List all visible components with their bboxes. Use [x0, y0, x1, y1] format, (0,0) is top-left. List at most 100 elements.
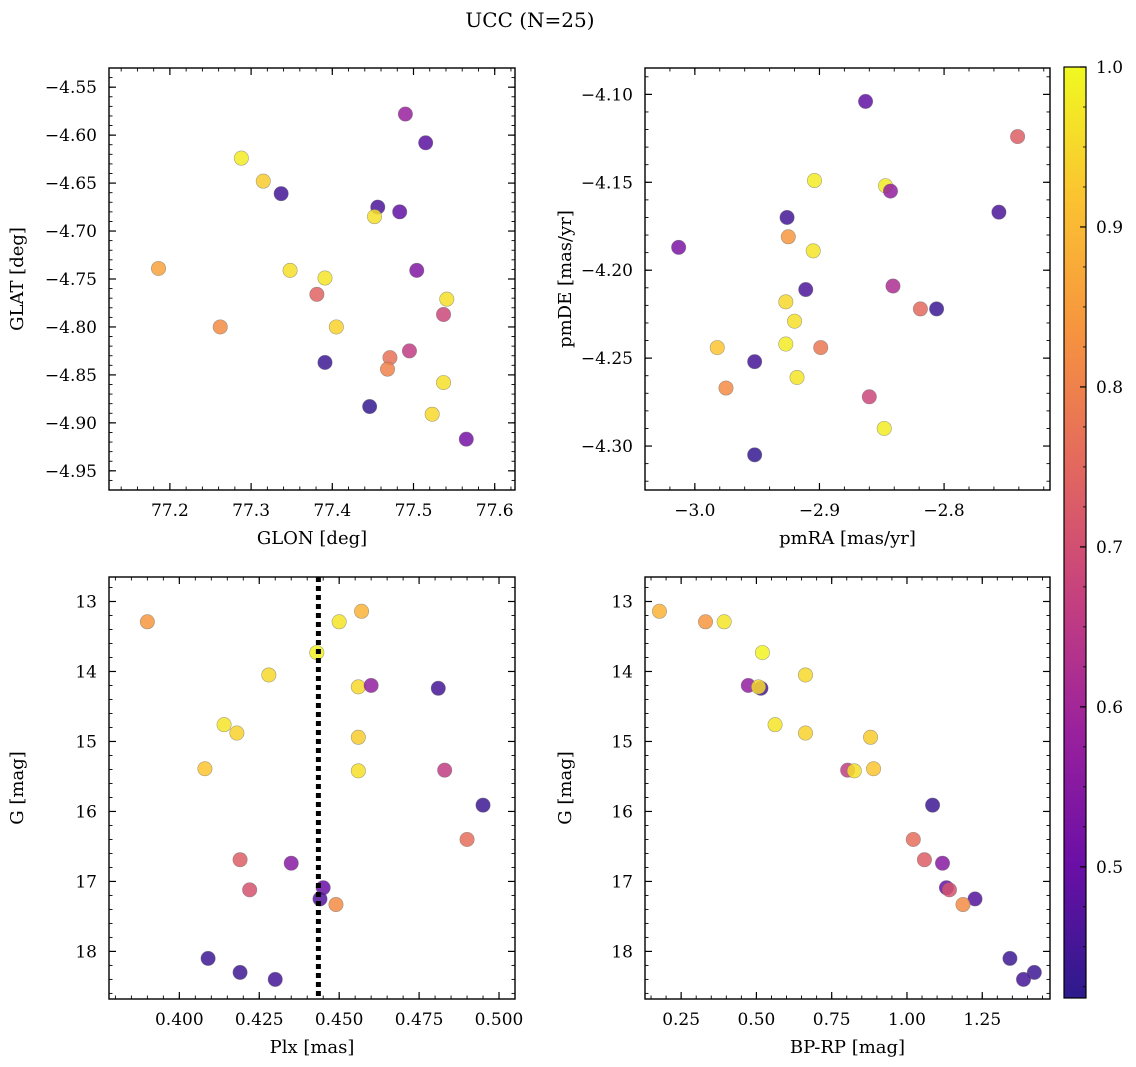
data-point [317, 354, 333, 370]
data-point [151, 260, 167, 276]
data-point [916, 852, 932, 868]
data-point [1015, 971, 1031, 987]
y-tick-label: 17 [611, 872, 633, 892]
x-tick-label: 77.5 [395, 501, 433, 521]
data-point [751, 679, 767, 695]
data-point [242, 882, 258, 898]
colorbar-gradient [1064, 67, 1086, 998]
x-axis-label: BP-RP [mag] [790, 1037, 905, 1058]
data-point [273, 186, 289, 202]
x-axis-label: GLON [deg] [257, 528, 367, 549]
y-tick-label: −4.25 [581, 349, 633, 369]
data-point [955, 897, 971, 913]
axes-frame [644, 576, 1051, 1000]
data-point [350, 679, 366, 695]
data-point [941, 882, 957, 898]
data-point [367, 209, 383, 225]
y-tick-label: 13 [611, 592, 633, 612]
panel-glon-glat: 77.2 77.3 77.4 77.5 77.6 −4.55 −4.60 −4.65 −4.70… [7, 67, 516, 549]
data-point [846, 763, 862, 779]
colorbar: 0.5 0.6 0.7 0.8 0.9 1.0 [1063, 58, 1123, 999]
x-tick-label: 0.450 [315, 1010, 364, 1030]
data-point [797, 667, 813, 683]
y-tick-label: 14 [75, 662, 97, 682]
data-point [934, 855, 950, 871]
colorbar-tick-label: 0.9 [1096, 218, 1123, 238]
data-point [929, 301, 945, 317]
data-point [806, 173, 822, 189]
x-tick-label: 77.3 [232, 501, 270, 521]
y-tick-label: −4.75 [45, 270, 97, 290]
data-point [779, 209, 795, 225]
data-point [317, 270, 333, 286]
data-point [418, 135, 434, 151]
data-point [991, 204, 1007, 220]
data-point [197, 761, 213, 777]
data-point [350, 763, 366, 779]
panel-plx-g: 0.400 0.425 0.450 0.475 0.500 13 14 15 16 17 18 Plx… [7, 576, 523, 1058]
x-tick-label: 0.400 [155, 1010, 204, 1030]
data-point [778, 336, 794, 352]
x-tick-label: 0.25 [662, 1010, 700, 1030]
data-point [331, 614, 347, 630]
x-axis-label: pmRA [mas/yr] [779, 528, 916, 549]
panel-cmd: 0.25 0.50 0.75 1.00 1.25 13 14 15 16 17 18 BP-RP [m… [555, 576, 1051, 1058]
data-point [475, 797, 491, 813]
axes-frame [108, 67, 516, 491]
data-point [780, 229, 796, 245]
data-point [401, 343, 417, 359]
data-point [458, 431, 474, 447]
data-point [459, 831, 475, 847]
data-point [805, 243, 821, 259]
y-tick-label: −4.65 [45, 174, 97, 194]
y-tick-label: −4.80 [45, 318, 97, 338]
data-point [754, 645, 770, 661]
y-tick-label: 16 [75, 802, 97, 822]
points-plx-g [139, 603, 491, 987]
y-tick-label: 13 [75, 592, 97, 612]
y-tick-label: −4.85 [45, 366, 97, 386]
y-axis-label: G [mag] [7, 751, 28, 824]
data-point [328, 897, 344, 913]
data-point [876, 420, 892, 436]
data-point [397, 106, 413, 122]
data-point [885, 278, 901, 294]
y-tick-label: −4.15 [581, 173, 633, 193]
y-tick-label: −4.90 [45, 414, 97, 434]
colorbar-tick-label: 1.0 [1096, 58, 1123, 78]
data-point [439, 291, 455, 307]
data-point [1010, 129, 1026, 145]
data-point [363, 677, 379, 693]
x-tick-label: −2.9 [799, 501, 840, 521]
y-tick-label: 15 [611, 732, 633, 752]
data-point [436, 306, 452, 322]
y-tick-label: 18 [75, 942, 97, 962]
data-point [789, 369, 805, 385]
x-tick-label: −2.8 [923, 501, 964, 521]
data-point [651, 603, 667, 619]
x-tick-label: 77.2 [151, 501, 189, 521]
data-point [767, 717, 783, 733]
y-tick-label: 14 [611, 662, 633, 682]
x-axis-label: Plx [mas] [270, 1037, 355, 1058]
data-point [866, 761, 882, 777]
x-tick-label: 0.475 [395, 1010, 444, 1030]
y-axis-label: pmDE [mas/yr] [555, 210, 576, 348]
points-pm [671, 93, 1026, 463]
data-point [858, 93, 874, 109]
data-point [787, 313, 803, 329]
y-tick-label: 17 [75, 872, 97, 892]
data-point [925, 797, 941, 813]
x-tick-label: 77.6 [476, 501, 514, 521]
axes-frame [108, 576, 516, 1000]
colorbar-frame [1063, 66, 1087, 999]
data-point [229, 725, 245, 741]
data-point [200, 950, 216, 966]
data-point [698, 614, 714, 630]
data-point [1026, 964, 1042, 980]
data-point [233, 150, 249, 166]
data-point [718, 380, 734, 396]
x-tick-label: −3.0 [674, 501, 715, 521]
data-point [354, 603, 370, 619]
